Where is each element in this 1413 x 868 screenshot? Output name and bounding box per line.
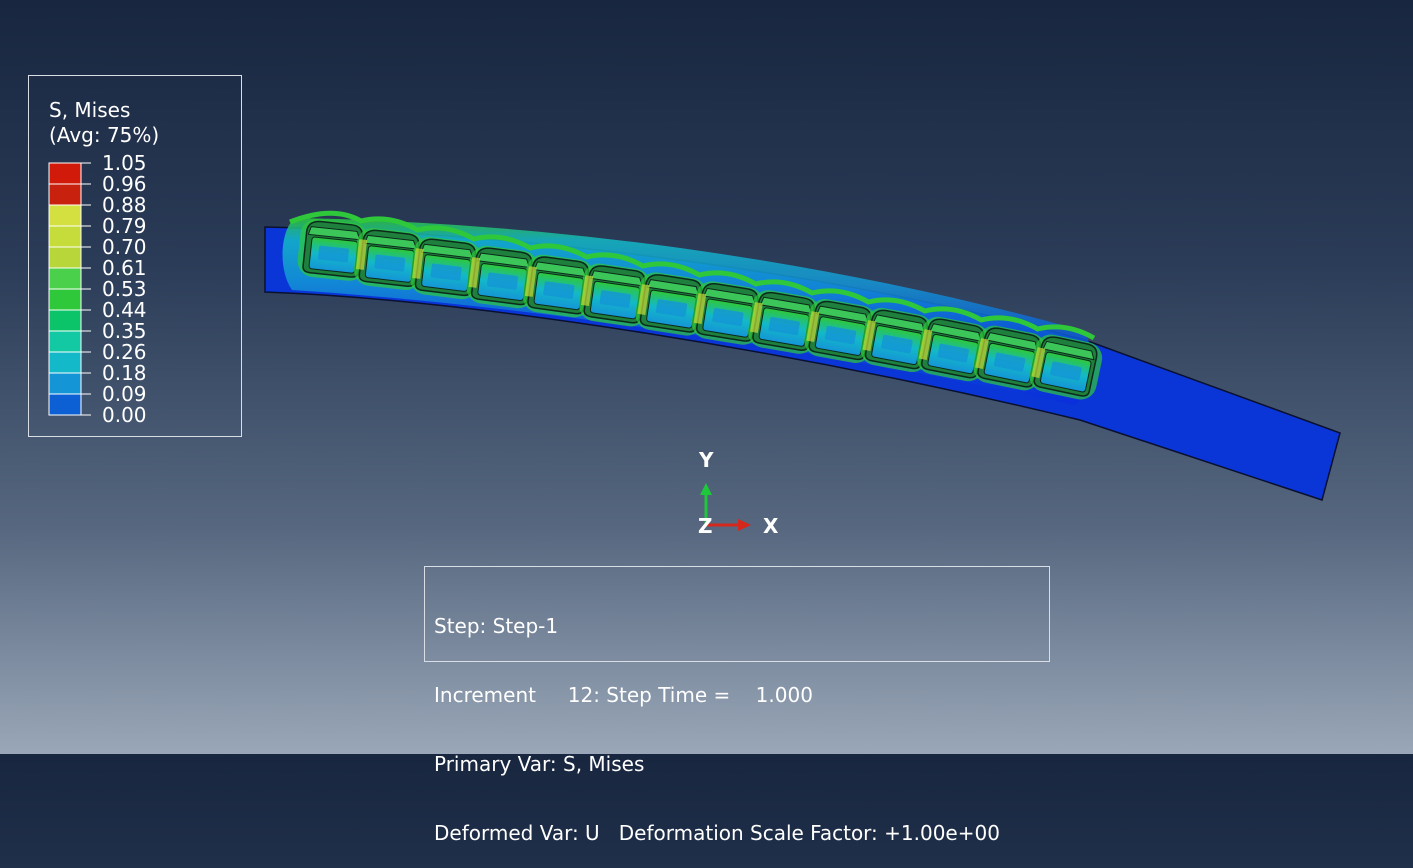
legend-level-label: 0.44: [102, 298, 147, 322]
legend-level-label: 0.88: [102, 193, 147, 217]
stress-hotspot: [355, 239, 368, 270]
legend-band: [49, 247, 81, 268]
stress-hotspot: [693, 293, 707, 324]
lattice-cell: [353, 228, 425, 290]
y-axis-label: Y: [698, 448, 714, 472]
legend-band: [49, 352, 81, 373]
legend-band: [49, 163, 81, 184]
legend-title: S, Mises (Avg: 75%): [49, 98, 159, 148]
x-axis-label: X: [763, 514, 779, 538]
legend-level-label: 0.61: [102, 256, 147, 280]
lattice-cell: [579, 263, 651, 327]
stress-hotspot: [975, 338, 989, 370]
lattice-cell: [410, 236, 482, 300]
legend-level-label: 0.96: [102, 172, 147, 196]
lattice-cell: [691, 281, 764, 345]
legend-level-label: 0.26: [102, 340, 147, 364]
stress-legend: S, Mises (Avg: 75%) 1.05 0.96 0.88 0.79 0.70…: [28, 75, 242, 437]
stress-hotspot: [524, 266, 537, 297]
legend-band: [49, 205, 81, 226]
step-label: Step: Step-1: [434, 614, 559, 638]
stress-hotspot: [581, 275, 594, 306]
y-axis-arrowhead: [700, 483, 712, 495]
legend-level-label: 1.05: [102, 151, 147, 175]
legend-title-variable: S, Mises: [49, 98, 131, 122]
legend-title-averaging: (Avg: 75%): [49, 123, 160, 147]
legend-band: [49, 184, 81, 205]
legend-level-label: 0.79: [102, 214, 147, 238]
step-info-box: Step: Step-1 Increment 12: Step Time = 1…: [424, 566, 1050, 845]
lattice-cell: [860, 307, 933, 373]
legend-level-label: 0.70: [102, 235, 147, 259]
x-axis-arrowhead: [738, 519, 751, 531]
stress-hotspot: [468, 257, 481, 288]
lattice-cell: [635, 272, 707, 336]
stress-hotspot: [806, 311, 820, 343]
lattice-cell: [804, 299, 877, 363]
legend-level-label: 0.53: [102, 277, 147, 301]
z-axis-label: Z: [698, 514, 713, 538]
legend-band: [49, 226, 81, 247]
lattice-cell: [522, 254, 595, 318]
legend-band: [49, 331, 81, 352]
legend-band: [49, 394, 81, 415]
stress-hotspot: [749, 302, 763, 333]
stress-hotspot: [1031, 347, 1046, 379]
stress-hotspot: [637, 284, 650, 315]
deformed-model: [264, 210, 1341, 501]
lattice-cell: [916, 316, 990, 382]
view-triad: Y Z X: [698, 448, 779, 538]
legend-level-label: 0.09: [102, 382, 147, 406]
legend-band: [49, 268, 81, 289]
legend-band: [49, 373, 81, 394]
stress-hotspot: [412, 248, 424, 279]
legend-band: [49, 289, 81, 310]
deformed-var-label: Deformed Var: U Deformation Scale Factor…: [434, 821, 1000, 845]
model-viewport[interactable]: [0, 0, 1413, 754]
legend-level-label: 0.35: [102, 319, 147, 343]
legend-band: [49, 310, 81, 331]
legend-level-label: 0.18: [102, 361, 147, 385]
stress-hotspot: [918, 329, 933, 361]
lattice-cell: [1029, 334, 1103, 400]
primary-var-label: Primary Var: S, Mises: [434, 752, 645, 776]
increment-label: Increment 12: Step Time = 1.000: [434, 683, 813, 707]
lattice-cell: [297, 219, 369, 281]
stress-hotspot: [862, 320, 876, 352]
legend-color-bar: 1.050.960.880.790.700.610.530.440.350.26…: [48, 151, 147, 427]
legend-level-label: 0.00: [102, 403, 147, 427]
scalloped-edge: [289, 210, 1096, 341]
